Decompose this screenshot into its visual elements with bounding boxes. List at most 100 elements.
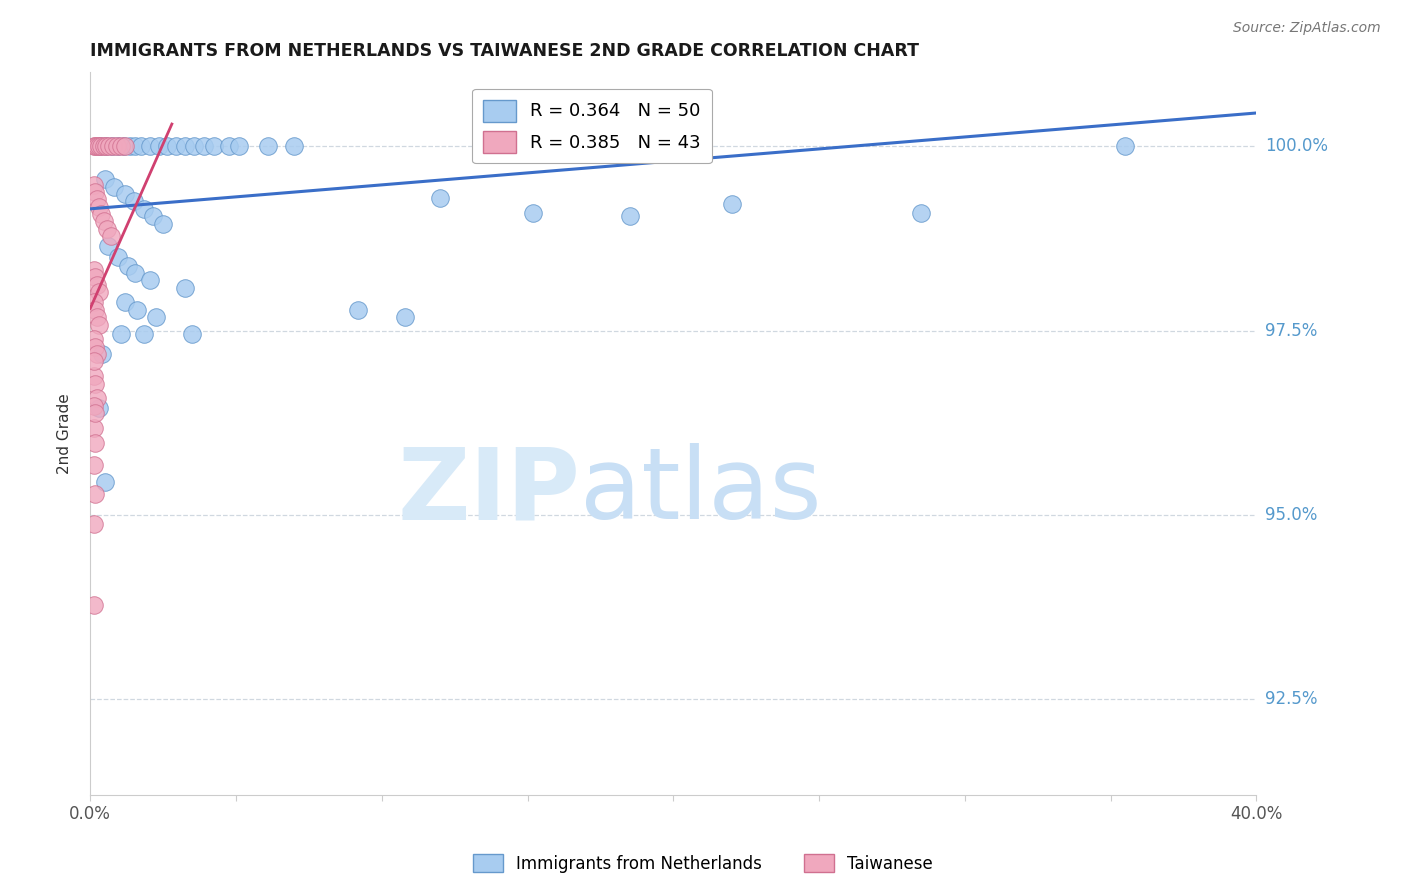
Text: 95.0%: 95.0%: [1265, 506, 1317, 524]
Point: [90, 347, 112, 361]
Point: [174, 281, 197, 295]
Point: [202, 139, 225, 153]
Point: [148, 139, 170, 153]
Point: [93, 139, 115, 153]
Point: [103, 179, 125, 194]
Point: [89, 139, 111, 153]
Point: [139, 273, 162, 287]
Point: [122, 194, 145, 209]
Point: [101, 139, 124, 153]
Point: [134, 327, 156, 342]
Text: atlas: atlas: [581, 443, 821, 540]
Legend: Immigrants from Netherlands, Taiwanese: Immigrants from Netherlands, Taiwanese: [467, 847, 939, 880]
Point: [1114, 139, 1136, 153]
Point: [114, 187, 136, 202]
Point: [100, 229, 122, 244]
Point: [84, 139, 107, 153]
Point: [124, 139, 146, 153]
Point: [86, 347, 108, 361]
Point: [117, 259, 139, 273]
Point: [101, 139, 124, 153]
Point: [152, 217, 174, 231]
Point: [165, 139, 187, 153]
Point: [83, 295, 105, 310]
Point: [193, 139, 215, 153]
Point: [87, 200, 110, 214]
Point: [347, 302, 370, 317]
Point: [112, 139, 135, 153]
Point: [84, 340, 107, 354]
Point: [84, 435, 107, 450]
Text: 100.0%: 100.0%: [1265, 137, 1327, 155]
Point: [125, 302, 148, 317]
Point: [96, 139, 118, 153]
Point: [98, 139, 121, 153]
Point: [142, 209, 165, 223]
Legend: R = 0.364   N = 50, R = 0.385   N = 43: R = 0.364 N = 50, R = 0.385 N = 43: [472, 88, 711, 163]
Point: [94, 475, 117, 489]
Point: [174, 139, 197, 153]
Point: [134, 202, 156, 216]
Text: Source: ZipAtlas.com: Source: ZipAtlas.com: [1233, 21, 1381, 35]
Text: IMMIGRANTS FROM NETHERLANDS VS TAIWANESE 2ND GRADE CORRELATION CHART: IMMIGRANTS FROM NETHERLANDS VS TAIWANESE…: [90, 42, 920, 60]
Point: [86, 277, 108, 292]
Point: [105, 139, 128, 153]
Point: [114, 295, 136, 310]
Point: [129, 139, 152, 153]
Point: [619, 209, 641, 223]
Point: [83, 421, 105, 435]
Point: [107, 139, 129, 153]
Point: [87, 318, 110, 332]
Point: [83, 369, 105, 384]
Point: [156, 139, 179, 153]
Point: [84, 270, 107, 285]
Point: [429, 191, 451, 205]
Text: ZIP: ZIP: [396, 443, 581, 540]
Point: [107, 250, 129, 264]
Point: [83, 598, 105, 612]
Point: [183, 139, 205, 153]
Point: [181, 327, 204, 342]
Y-axis label: 2nd Grade: 2nd Grade: [58, 393, 72, 475]
Point: [86, 310, 108, 325]
Point: [257, 139, 280, 153]
Point: [84, 185, 107, 199]
Point: [283, 139, 305, 153]
Point: [86, 392, 108, 406]
Point: [96, 139, 118, 153]
Point: [86, 139, 108, 153]
Point: [87, 401, 110, 415]
Point: [87, 285, 110, 300]
Text: 97.5%: 97.5%: [1265, 321, 1317, 340]
Point: [228, 139, 250, 153]
Point: [83, 178, 105, 192]
Point: [720, 196, 742, 211]
Point: [910, 205, 932, 219]
Point: [96, 221, 118, 235]
Point: [86, 192, 108, 206]
Point: [83, 516, 105, 531]
Point: [145, 310, 167, 325]
Point: [84, 406, 107, 420]
Point: [93, 214, 115, 228]
Point: [87, 139, 110, 153]
Point: [83, 332, 105, 346]
Point: [110, 139, 132, 153]
Point: [124, 266, 146, 280]
Point: [83, 139, 105, 153]
Point: [83, 263, 105, 277]
Point: [139, 139, 162, 153]
Point: [84, 376, 107, 391]
Point: [97, 238, 120, 252]
Point: [90, 207, 112, 221]
Point: [90, 139, 112, 153]
Point: [110, 327, 132, 342]
Text: 92.5%: 92.5%: [1265, 690, 1317, 708]
Point: [84, 487, 107, 501]
Point: [83, 399, 105, 413]
Point: [118, 139, 141, 153]
Point: [522, 205, 544, 219]
Point: [114, 139, 136, 153]
Point: [94, 172, 117, 186]
Point: [218, 139, 240, 153]
